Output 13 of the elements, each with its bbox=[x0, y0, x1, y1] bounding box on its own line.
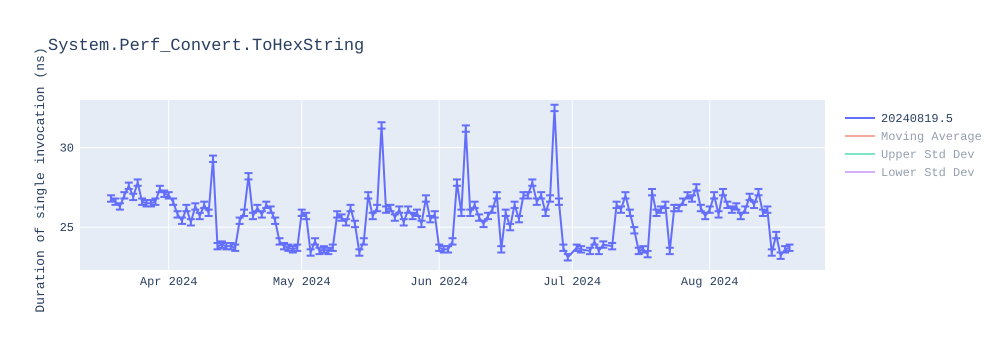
y-axis-title: Duration of single invocation (ns) bbox=[33, 47, 48, 313]
x-tick-label: Jun 2024 bbox=[410, 275, 468, 289]
legend-label: 20240819.5 bbox=[881, 112, 954, 126]
chart-title: System.Perf_Convert.ToHexString bbox=[48, 37, 364, 56]
x-tick-label: Apr 2024 bbox=[140, 275, 198, 289]
x-tick-label: Jul 2024 bbox=[543, 275, 602, 289]
x-tick-label: Aug 2024 bbox=[680, 275, 739, 289]
legend-label: Moving Average bbox=[881, 130, 982, 144]
legend-label: Upper Std Dev bbox=[881, 148, 975, 162]
x-tick-label: May 2024 bbox=[272, 275, 331, 289]
y-tick-label: 30 bbox=[60, 142, 74, 156]
y-tick-label: 25 bbox=[60, 221, 74, 236]
legend-label: Lower Std Dev bbox=[881, 166, 975, 180]
